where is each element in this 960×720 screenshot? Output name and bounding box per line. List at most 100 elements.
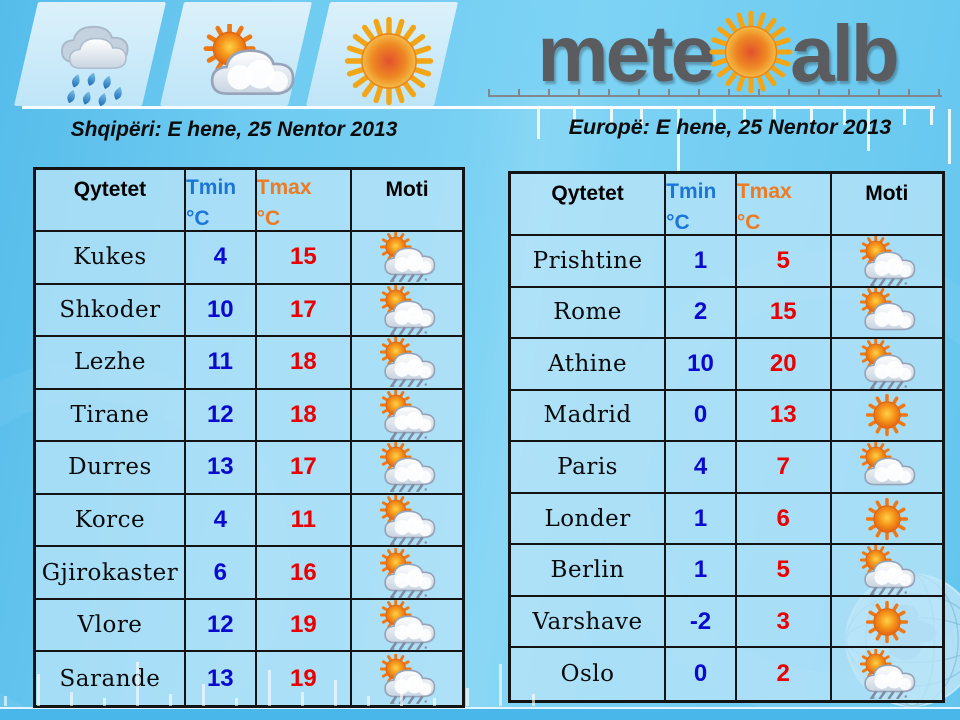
city-cell: Gjirokaster [36, 547, 186, 600]
city-cell: Rome [511, 287, 667, 340]
ruler-tick [433, 698, 436, 706]
city-cell: Durres [36, 442, 186, 495]
city-cell: Madrid [511, 390, 667, 443]
sun-icon [851, 597, 923, 647]
tmin-cell: 11 [185, 337, 257, 390]
logo-ruler-line [488, 89, 942, 97]
tmax-cell: 2 [736, 648, 832, 700]
weather-cell [831, 236, 942, 288]
tmin-cell: 4 [185, 494, 257, 548]
tmin-cell: 4 [666, 442, 737, 494]
weather-cell [831, 545, 942, 597]
ruler-tick [677, 109, 680, 171]
ruler-tick [268, 670, 271, 706]
tmax-cell: 3 [736, 596, 832, 649]
tmax-cell: 18 [256, 337, 353, 390]
tmin-cell: 12 [185, 599, 257, 653]
tmax-cell: 5 [736, 236, 832, 288]
ruler-tick [202, 684, 205, 706]
header-tmin: Tmin °C [666, 174, 737, 236]
ruler-tick [103, 698, 106, 706]
sun-cloud-rain-icon [371, 390, 443, 440]
header-moti: Moti [831, 174, 942, 236]
city-cell: Prishtine [511, 236, 667, 288]
ruler-tick [843, 109, 846, 125]
sun-cloud-rain-icon [371, 337, 443, 387]
sun-cloud-rain-icon [851, 339, 923, 389]
sun-cloud-rain-icon [851, 236, 923, 286]
tmin-cell: 0 [666, 390, 737, 443]
ruler-tick [70, 692, 73, 706]
city-cell: Varshave [511, 596, 667, 649]
tmin-cell: 4 [185, 232, 257, 285]
ruler-tick [713, 109, 716, 125]
logo-text-alb: alb [790, 9, 900, 98]
weather-cell [352, 652, 462, 705]
ruler-ticks-top [480, 109, 955, 184]
weather-cell [831, 339, 942, 391]
tmin-cell: 1 [666, 545, 737, 597]
albania-date-heading: Shqipëri: E hene, 25 Nentor 2013 [70, 118, 398, 141]
city-cell: Tirane [36, 389, 186, 443]
sun-cloud-icon [851, 288, 923, 338]
ruler-tick [301, 692, 304, 706]
europe-date-heading: Europë: E hene, 25 Nentor 2013 [568, 115, 892, 139]
tmin-cell: 13 [185, 442, 257, 495]
logo-text-mete: mete [537, 9, 715, 98]
ruler-tick [37, 674, 40, 706]
tmax-cell: 15 [736, 287, 832, 340]
tmin-unit: °C [185, 206, 210, 230]
sun-cloud-rain-icon [371, 600, 443, 650]
tmax-cell: 17 [256, 284, 353, 338]
tmax-cell: 19 [256, 599, 353, 653]
ruler-tick [743, 109, 746, 125]
logo-sun-icon [703, 4, 799, 100]
rain-cloud-icon [42, 12, 160, 112]
sun-icon [851, 391, 923, 441]
city-cell: Shkoder [36, 284, 186, 338]
ruler-tick [367, 696, 370, 706]
city-cell: Berlin [511, 545, 667, 597]
sun-cloud-rain-icon [371, 232, 443, 282]
tmax-cell: 6 [736, 493, 832, 546]
ruler-tick [640, 109, 643, 125]
city-cell: Lezhe [36, 337, 186, 390]
tmin-cell: 6 [185, 547, 257, 600]
tmin-cell: 2 [666, 287, 737, 340]
tmin-cell: 12 [185, 389, 257, 443]
tmax-cell: 17 [256, 442, 353, 495]
ruler-tick [773, 109, 776, 125]
city-cell: Sarande [36, 652, 186, 705]
city-cell: Paris [511, 442, 667, 494]
europe-weather-table: Qytetet Tmin °C Tmax °C Moti Prishtine 1… [508, 171, 945, 703]
tmax-cell: 18 [256, 389, 353, 443]
sun-cloud-rain-icon [371, 495, 443, 545]
header-tmin: Tmin °C [185, 170, 257, 232]
ruler-tick [903, 109, 906, 125]
city-cell: Vlore [36, 599, 186, 653]
sun-cloud-rain-icon [371, 442, 443, 492]
weather-cell [831, 287, 942, 340]
ruler-tick [334, 680, 337, 706]
tmax-cell: 20 [736, 339, 832, 391]
ruler-tick [169, 694, 172, 706]
header-qytetet: Qytetet [36, 170, 186, 232]
tmin-cell: 1 [666, 236, 737, 288]
sun-cloud-rain-icon [371, 548, 443, 598]
ruler-tick [4, 696, 7, 706]
tmax-cell: 16 [256, 547, 353, 600]
city-cell: Londer [511, 493, 667, 546]
weather-cell [352, 232, 462, 285]
ruler-tick [810, 109, 813, 125]
meteoalb-logo: mete alb [486, 4, 948, 104]
weather-cell [831, 648, 942, 700]
tmin-cell: 0 [666, 648, 737, 700]
city-cell: Oslo [511, 648, 667, 700]
sun-cloud-rain-icon [371, 285, 443, 335]
weather-cell [352, 547, 462, 600]
weather-cell [831, 442, 942, 494]
tmin-cell: 1 [666, 493, 737, 546]
city-cell: Kukes [36, 232, 186, 285]
sun-cloud-rain-icon [851, 649, 923, 699]
